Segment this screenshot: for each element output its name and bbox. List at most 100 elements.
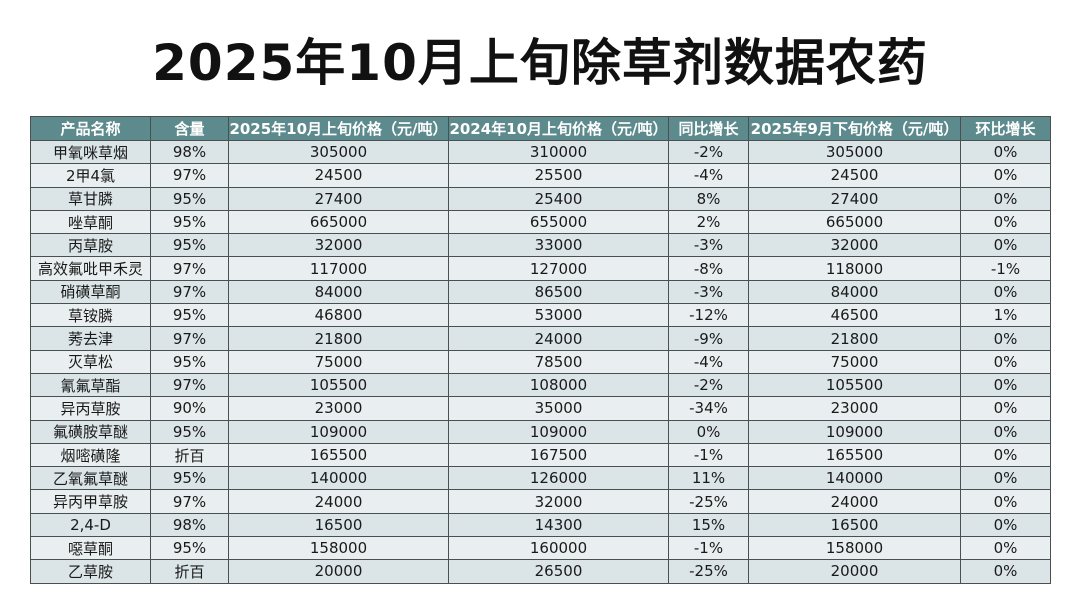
table-cell: 86500: [448, 279, 669, 305]
table-cell: 95%: [150, 186, 229, 211]
table-cell: 2甲4氯: [30, 163, 151, 188]
table-cell: 异丙甲草胺: [30, 489, 151, 514]
table-cell: 98%: [150, 139, 229, 165]
table-cell: 14300: [448, 512, 669, 538]
table-row: 草铵膦 95% 46800 53000 -12% 46500 1%: [30, 303, 1051, 328]
table-cell: 0%: [668, 419, 749, 444]
table-cell: 90%: [150, 396, 229, 421]
table-cell: -12%: [668, 303, 749, 328]
table-cell: 655000: [448, 209, 669, 235]
table-cell: 98%: [150, 512, 229, 538]
table-row: 异丙甲草胺 97% 24000 32000 -25% 24000 0%: [30, 489, 1051, 514]
table-cell: -25%: [668, 559, 749, 584]
table-cell: 20000: [748, 559, 961, 584]
table-cell: -2%: [668, 139, 749, 165]
table-cell: 46500: [748, 303, 961, 328]
table-cell: 烟嘧磺隆: [30, 442, 151, 468]
header-cell: 2025年10月上旬价格（元/吨）: [228, 116, 449, 141]
table-cell: 20000: [228, 559, 449, 584]
table-cell: 97%: [150, 256, 229, 281]
table-row: 甲氧咪草烟 98% 305000 310000 -2% 305000 0%: [30, 139, 1051, 165]
table-cell: 0%: [960, 466, 1051, 491]
table-cell: 23000: [748, 396, 961, 421]
table-cell: 75000: [228, 349, 449, 374]
table-cell: 95%: [150, 349, 229, 374]
table-cell: 24000: [448, 326, 669, 351]
table-cell: 0%: [960, 419, 1051, 444]
table-cell: -4%: [668, 163, 749, 188]
table-cell: -1%: [668, 442, 749, 468]
table-row: 异丙草胺 90% 23000 35000 -34% 23000 0%: [30, 396, 1051, 421]
page-title: 2025年10月上旬除草剂数据农药: [152, 34, 928, 92]
table-cell: -4%: [668, 349, 749, 374]
table-cell: 甲氧咪草烟: [30, 139, 151, 165]
table-cell: 140000: [228, 466, 449, 491]
table-cell: 高效氟吡甲禾灵: [30, 256, 151, 281]
table-cell: 2%: [668, 209, 749, 235]
table-cell: 140000: [748, 466, 961, 491]
header-cell: 含量: [150, 116, 229, 141]
table-cell: 0%: [960, 326, 1051, 351]
table-cell: 665000: [748, 209, 961, 235]
table-cell: 草铵膦: [30, 303, 151, 328]
table-cell: 0%: [960, 489, 1051, 514]
table-cell: 8%: [668, 186, 749, 211]
table-cell: 0%: [960, 233, 1051, 258]
table-cell: 108000: [448, 372, 669, 398]
table-cell: 0%: [960, 209, 1051, 235]
table-row: 莠去津 97% 21800 24000 -9% 21800 0%: [30, 326, 1051, 351]
table-cell: 160000: [448, 536, 669, 561]
table-row: 丙草胺 95% 32000 33000 -3% 32000 0%: [30, 233, 1051, 258]
table-cell: 氟磺胺草醚: [30, 419, 151, 444]
table-cell: 118000: [748, 256, 961, 281]
table-cell: 127000: [448, 256, 669, 281]
table-cell: 21800: [228, 326, 449, 351]
table-cell: 16500: [228, 512, 449, 538]
table-cell: 乙草胺: [30, 559, 151, 584]
table-cell: 117000: [228, 256, 449, 281]
table-cell: -8%: [668, 256, 749, 281]
table-cell: 97%: [150, 372, 229, 398]
table-cell: 95%: [150, 536, 229, 561]
header-row: 产品名称 含量 2025年10月上旬价格（元/吨） 2024年10月上旬价格（元/吨）…: [30, 116, 1051, 141]
table-cell: -1%: [668, 536, 749, 561]
table-cell: 异丙草胺: [30, 396, 151, 421]
table-cell: 1%: [960, 303, 1051, 328]
table-cell: 21800: [748, 326, 961, 351]
table-cell: 0%: [960, 163, 1051, 188]
header-cell: 2024年10月上旬价格（元/吨）: [448, 116, 669, 141]
table-cell: 105500: [748, 372, 961, 398]
table-cell: -9%: [668, 326, 749, 351]
table-cell: 109000: [448, 419, 669, 444]
table-cell: 109000: [748, 419, 961, 444]
table-row: 2,4-D 98% 16500 14300 15% 16500 0%: [30, 512, 1051, 538]
table-cell: 32000: [448, 489, 669, 514]
table-cell: 2,4-D: [30, 512, 151, 538]
table-cell: 噁草酮: [30, 536, 151, 561]
table-row: 乙氧氟草醚 95% 140000 126000 11% 140000 0%: [30, 466, 1051, 491]
table-cell: 105500: [228, 372, 449, 398]
table-row: 氰氟草酯 97% 105500 108000 -2% 105500 0%: [30, 372, 1051, 398]
table-cell: 0%: [960, 279, 1051, 305]
table-cell: 53000: [448, 303, 669, 328]
table-cell: 126000: [448, 466, 669, 491]
table-cell: -3%: [668, 279, 749, 305]
table-cell: 158000: [228, 536, 449, 561]
table-cell: 27400: [228, 186, 449, 211]
table-cell: 硝磺草酮: [30, 279, 151, 305]
table-row: 乙草胺 折百 20000 26500 -25% 20000 0%: [30, 559, 1051, 584]
table-cell: 27400: [748, 186, 961, 211]
table-row: 硝磺草酮 97% 84000 86500 -3% 84000 0%: [30, 279, 1051, 305]
header-cell: 产品名称: [30, 116, 151, 141]
table-cell: 折百: [150, 559, 229, 584]
table-cell: 丙草胺: [30, 233, 151, 258]
table-cell: 折百: [150, 442, 229, 468]
table-cell: 25400: [448, 186, 669, 211]
table-cell: 23000: [228, 396, 449, 421]
table-cell: 24500: [748, 163, 961, 188]
table-cell: -34%: [668, 396, 749, 421]
table-cell: 氰氟草酯: [30, 372, 151, 398]
table-cell: 95%: [150, 233, 229, 258]
table-cell: 95%: [150, 419, 229, 444]
